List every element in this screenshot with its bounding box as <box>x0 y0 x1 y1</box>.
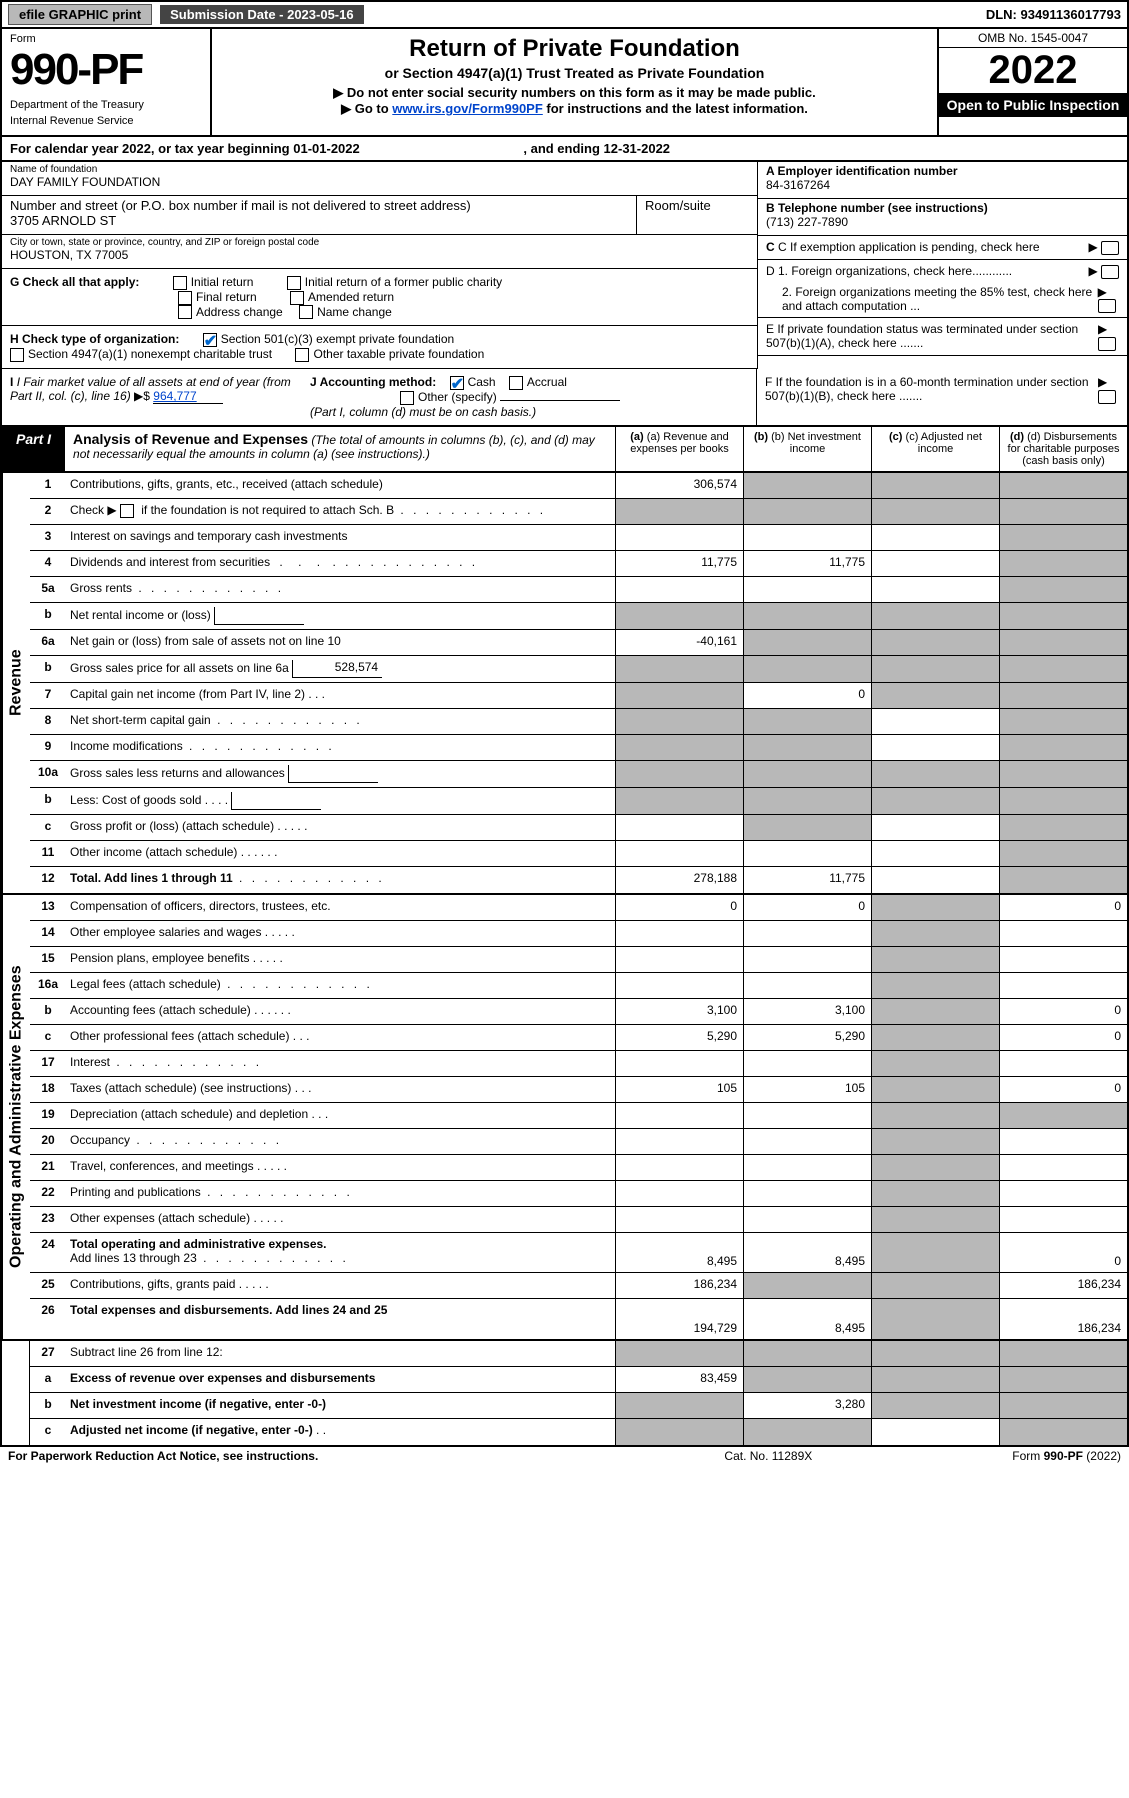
form-word: Form <box>10 33 202 45</box>
tax-year: 2022 <box>939 48 1127 93</box>
revenue-side-label: Revenue <box>2 473 30 893</box>
phone-value: (713) 227-7890 <box>766 215 1119 229</box>
chk-final-return[interactable] <box>178 291 192 305</box>
chk-e[interactable] <box>1098 337 1116 351</box>
chk-name-change[interactable] <box>299 305 313 319</box>
chk-initial-return[interactable] <box>173 276 187 290</box>
address: 3705 ARNOLD ST <box>10 213 628 228</box>
chk-schb[interactable] <box>120 504 134 518</box>
ein-cell: A Employer identification number 84-3167… <box>758 162 1127 199</box>
chk-d2[interactable] <box>1098 299 1116 313</box>
form-note-link: ▶ Go to www.irs.gov/Form990PF for instru… <box>222 101 927 117</box>
col-b-head: (b) (b) Net investment income <box>743 427 871 471</box>
form-subtitle: or Section 4947(a)(1) Trust Treated as P… <box>222 65 927 81</box>
irs-link[interactable]: www.irs.gov/Form990PF <box>392 101 543 116</box>
chk-501c3[interactable] <box>203 333 217 347</box>
address-cell: Number and street (or P.O. box number if… <box>2 196 637 234</box>
g-check-row: G Check all that apply: Initial return I… <box>2 269 757 326</box>
d-foreign-cell: D 1. Foreign organizations, check here..… <box>758 260 1127 319</box>
f-cell: F If the foundation is in a 60-month ter… <box>757 369 1127 425</box>
city-cell: City or town, state or province, country… <box>2 235 757 269</box>
form-title: Return of Private Foundation <box>222 35 927 63</box>
ij-left: I I Fair market value of all assets at e… <box>2 369 757 425</box>
form-number: 990-PF <box>10 45 202 95</box>
open-inspection: Open to Public Inspection <box>939 93 1127 117</box>
top-bar: efile GRAPHIC print Submission Date - 20… <box>0 0 1129 29</box>
chk-other-method[interactable] <box>400 391 414 405</box>
col-c-head: (c) (c) Adjusted net income <box>871 427 999 471</box>
form-note-ssn: ▶ Do not enter social security numbers o… <box>222 85 927 101</box>
chk-4947[interactable] <box>10 348 24 362</box>
col-a-head: (a) (a) Revenue and expenses per books <box>615 427 743 471</box>
form-header: Form 990-PF Department of the Treasury I… <box>0 29 1129 137</box>
revenue-table: Revenue 1Contributions, gifts, grants, e… <box>0 473 1129 893</box>
name-cell: Name of foundation DAY FAMILY FOUNDATION <box>2 162 757 196</box>
year-end: 12-31-2022 <box>604 141 671 156</box>
expenses-table: Operating and Administrative Expenses 13… <box>0 893 1129 1339</box>
expenses-side-label: Operating and Administrative Expenses <box>2 895 30 1339</box>
ijf-row: I I Fair market value of all assets at e… <box>0 369 1129 427</box>
foundation-name: DAY FAMILY FOUNDATION <box>10 175 749 189</box>
header-right: OMB No. 1545-0047 2022 Open to Public In… <box>937 29 1127 135</box>
ein-value: 84-3167264 <box>766 178 1119 192</box>
h-check-row: H Check type of organization: Section 50… <box>2 326 757 369</box>
page-footer: For Paperwork Reduction Act Notice, see … <box>0 1447 1129 1465</box>
footer-left: For Paperwork Reduction Act Notice, see … <box>8 1449 318 1463</box>
header-mid: Return of Private Foundation or Section … <box>212 29 937 135</box>
c-exemption-cell: C C If exemption application is pending,… <box>758 236 1127 260</box>
info-left: Name of foundation DAY FAMILY FOUNDATION… <box>2 162 757 369</box>
chk-c[interactable] <box>1101 241 1119 255</box>
omb-number: OMB No. 1545-0047 <box>939 29 1127 48</box>
calendar-year-row: For calendar year 2022, or tax year begi… <box>0 137 1129 162</box>
room-cell: Room/suite <box>637 196 757 234</box>
chk-address-change[interactable] <box>178 305 192 319</box>
col-d-head: (d) (d) Disbursements for charitable pur… <box>999 427 1127 471</box>
city-state-zip: HOUSTON, TX 77005 <box>10 248 749 262</box>
info-right: A Employer identification number 84-3167… <box>757 162 1127 369</box>
irs-label: Internal Revenue Service <box>10 115 202 127</box>
dept-treasury: Department of the Treasury <box>10 99 202 111</box>
phone-cell: B Telephone number (see instructions) (7… <box>758 199 1127 236</box>
year-begin: 01-01-2022 <box>293 141 360 156</box>
header-left: Form 990-PF Department of the Treasury I… <box>2 29 212 135</box>
chk-amended[interactable] <box>290 291 304 305</box>
chk-cash[interactable] <box>450 376 464 390</box>
info-grid: Name of foundation DAY FAMILY FOUNDATION… <box>0 162 1129 369</box>
submission-date: Submission Date - 2023-05-16 <box>160 5 364 24</box>
chk-accrual[interactable] <box>509 376 523 390</box>
line27-table: 27Subtract line 26 from line 12: aExcess… <box>0 1339 1129 1447</box>
part1-label: Part I <box>2 427 65 471</box>
chk-f[interactable] <box>1098 390 1116 404</box>
dln: DLN: 93491136017793 <box>986 7 1121 22</box>
chk-initial-public[interactable] <box>287 276 301 290</box>
efile-print-btn[interactable]: efile GRAPHIC print <box>8 4 152 25</box>
part1-desc: Analysis of Revenue and Expenses (The to… <box>65 427 615 471</box>
footer-catno: Cat. No. 11289X <box>724 1449 812 1463</box>
fmv-value[interactable]: 964,777 <box>153 389 223 404</box>
chk-other-taxable[interactable] <box>295 348 309 362</box>
part1-header: Part I Analysis of Revenue and Expenses … <box>0 427 1129 473</box>
chk-d1[interactable] <box>1101 265 1119 279</box>
e-terminated-cell: E If private foundation status was termi… <box>758 318 1127 356</box>
footer-form: Form 990-PF (2022) <box>1012 1449 1121 1463</box>
